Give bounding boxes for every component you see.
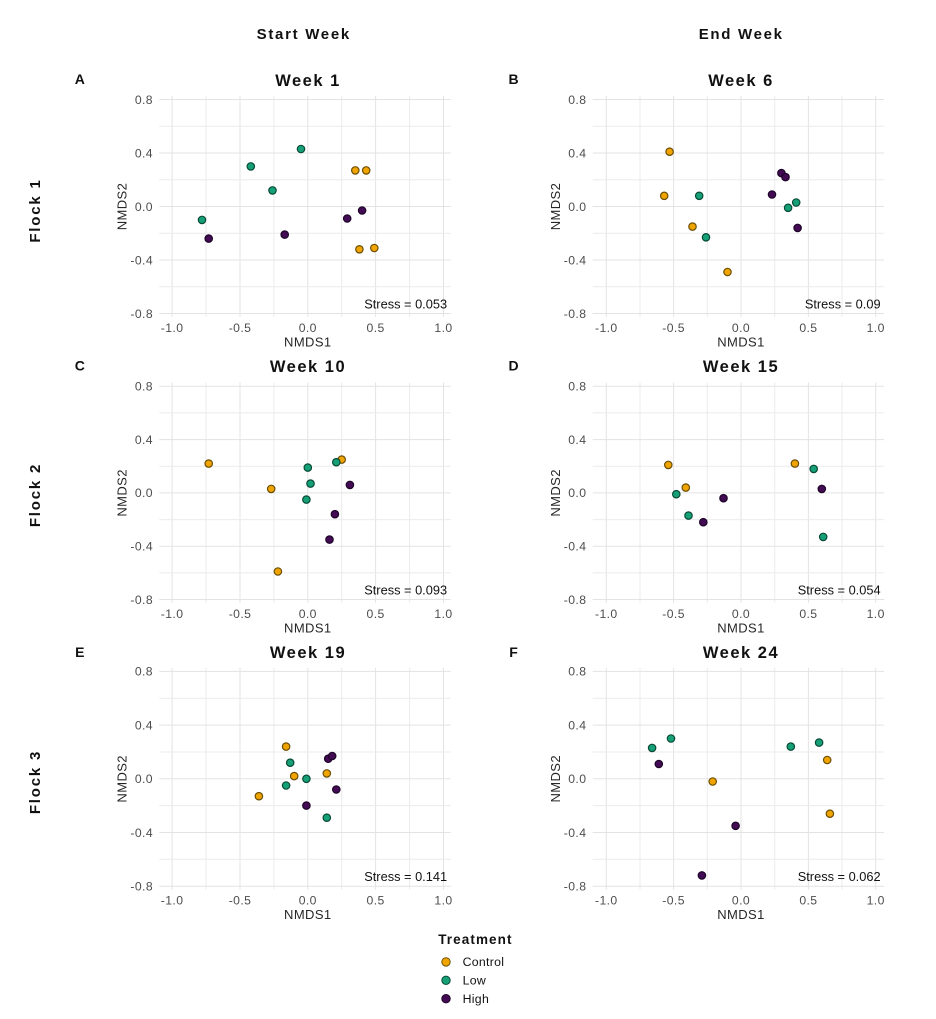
svg-text:-1.0: -1.0 xyxy=(161,321,184,335)
svg-text:-0.5: -0.5 xyxy=(662,894,685,908)
svg-text:-0.8: -0.8 xyxy=(130,880,153,894)
svg-text:NMDS2: NMDS2 xyxy=(548,183,563,231)
svg-text:-0.4: -0.4 xyxy=(564,540,587,554)
svg-text:1.0: 1.0 xyxy=(867,894,885,908)
svg-text:Stress = 0.053: Stress = 0.053 xyxy=(364,297,447,312)
svg-text:Stress = 0.141: Stress = 0.141 xyxy=(364,869,447,884)
svg-text:-1.0: -1.0 xyxy=(161,607,184,621)
svg-text:0.0: 0.0 xyxy=(135,200,153,214)
svg-text:0.0: 0.0 xyxy=(568,486,586,500)
svg-text:Stress = 0.093: Stress = 0.093 xyxy=(364,583,447,598)
svg-text:-0.8: -0.8 xyxy=(564,593,587,607)
svg-text:-0.4: -0.4 xyxy=(130,540,153,554)
svg-text:1.0: 1.0 xyxy=(434,894,452,908)
svg-text:-0.4: -0.4 xyxy=(130,826,153,840)
svg-text:F: F xyxy=(509,644,518,660)
svg-text:A: A xyxy=(75,71,86,87)
svg-text:0.5: 0.5 xyxy=(799,321,817,335)
svg-text:Week 15: Week 15 xyxy=(703,358,779,376)
svg-text:High: High xyxy=(463,992,490,1006)
svg-text:B: B xyxy=(508,71,519,87)
svg-text:-0.8: -0.8 xyxy=(130,307,153,321)
svg-text:0.0: 0.0 xyxy=(299,321,317,335)
svg-text:NMDS1: NMDS1 xyxy=(717,335,765,350)
svg-text:NMDS2: NMDS2 xyxy=(115,755,130,803)
svg-text:0.0: 0.0 xyxy=(732,321,750,335)
svg-text:0.0: 0.0 xyxy=(568,772,586,786)
svg-text:Control: Control xyxy=(463,955,505,969)
svg-text:-0.4: -0.4 xyxy=(130,253,153,267)
svg-text:NMDS2: NMDS2 xyxy=(548,755,563,803)
svg-text:NMDS1: NMDS1 xyxy=(284,621,332,636)
svg-text:1.0: 1.0 xyxy=(434,321,452,335)
svg-text:0.8: 0.8 xyxy=(135,380,153,394)
svg-text:NMDS2: NMDS2 xyxy=(115,183,130,231)
svg-text:NMDS1: NMDS1 xyxy=(284,907,332,922)
svg-text:1.0: 1.0 xyxy=(434,607,452,621)
svg-text:C: C xyxy=(75,358,86,374)
svg-text:-1.0: -1.0 xyxy=(595,607,618,621)
svg-text:-1.0: -1.0 xyxy=(595,894,618,908)
svg-text:0.8: 0.8 xyxy=(135,93,153,107)
svg-text:-0.4: -0.4 xyxy=(564,826,587,840)
svg-text:-0.5: -0.5 xyxy=(229,607,252,621)
svg-text:0.8: 0.8 xyxy=(568,665,586,679)
svg-text:0.5: 0.5 xyxy=(367,321,385,335)
svg-text:-0.5: -0.5 xyxy=(662,607,685,621)
svg-text:-1.0: -1.0 xyxy=(595,321,618,335)
svg-text:1.0: 1.0 xyxy=(867,607,885,621)
svg-text:Week 24: Week 24 xyxy=(703,644,779,662)
svg-text:Flock 1: Flock 1 xyxy=(27,178,44,242)
svg-text:0.8: 0.8 xyxy=(135,665,153,679)
svg-text:0.4: 0.4 xyxy=(568,718,586,732)
svg-text:D: D xyxy=(508,358,519,374)
svg-text:1.0: 1.0 xyxy=(867,321,885,335)
svg-text:0.0: 0.0 xyxy=(135,486,153,500)
svg-text:-0.5: -0.5 xyxy=(229,321,252,335)
svg-text:0.8: 0.8 xyxy=(568,93,586,107)
svg-text:Start Week: Start Week xyxy=(257,26,351,43)
svg-text:0.4: 0.4 xyxy=(135,718,153,732)
svg-text:NMDS1: NMDS1 xyxy=(717,621,765,636)
svg-text:0.4: 0.4 xyxy=(135,146,153,160)
svg-text:Week 6: Week 6 xyxy=(708,72,774,90)
svg-text:NMDS2: NMDS2 xyxy=(548,469,563,517)
svg-text:Week 1: Week 1 xyxy=(275,72,341,90)
svg-text:Week 10: Week 10 xyxy=(270,358,346,376)
svg-text:0.5: 0.5 xyxy=(799,607,817,621)
svg-text:-0.5: -0.5 xyxy=(662,321,685,335)
svg-text:Week 19: Week 19 xyxy=(270,644,346,662)
svg-text:0.0: 0.0 xyxy=(135,772,153,786)
svg-text:NMDS1: NMDS1 xyxy=(284,335,332,350)
svg-text:Stress = 0.062: Stress = 0.062 xyxy=(798,869,881,884)
svg-text:0.5: 0.5 xyxy=(799,894,817,908)
svg-text:Flock 2: Flock 2 xyxy=(27,463,44,527)
svg-text:0.5: 0.5 xyxy=(367,607,385,621)
svg-text:0.4: 0.4 xyxy=(568,146,586,160)
svg-text:Stress = 0.054: Stress = 0.054 xyxy=(798,583,881,598)
svg-text:0.4: 0.4 xyxy=(135,433,153,447)
svg-text:0.0: 0.0 xyxy=(732,894,750,908)
svg-text:End Week: End Week xyxy=(699,26,784,43)
svg-text:E: E xyxy=(75,644,85,660)
svg-text:NMDS2: NMDS2 xyxy=(115,469,130,517)
svg-text:Treatment: Treatment xyxy=(438,932,512,947)
svg-text:0.8: 0.8 xyxy=(568,380,586,394)
svg-text:-0.8: -0.8 xyxy=(564,307,587,321)
svg-text:Stress = 0.09: Stress = 0.09 xyxy=(805,297,881,312)
svg-text:0.0: 0.0 xyxy=(299,607,317,621)
svg-text:-1.0: -1.0 xyxy=(161,894,184,908)
svg-text:0.4: 0.4 xyxy=(568,433,586,447)
svg-text:Flock 3: Flock 3 xyxy=(27,750,44,814)
svg-text:0.0: 0.0 xyxy=(732,607,750,621)
svg-text:0.0: 0.0 xyxy=(568,200,586,214)
svg-text:-0.4: -0.4 xyxy=(564,253,587,267)
svg-text:-0.8: -0.8 xyxy=(130,593,153,607)
svg-text:Low: Low xyxy=(463,974,486,988)
svg-text:-0.8: -0.8 xyxy=(564,880,587,894)
svg-text:-0.5: -0.5 xyxy=(229,894,252,908)
svg-text:NMDS1: NMDS1 xyxy=(717,907,765,922)
svg-text:0.5: 0.5 xyxy=(367,894,385,908)
svg-text:0.0: 0.0 xyxy=(299,894,317,908)
